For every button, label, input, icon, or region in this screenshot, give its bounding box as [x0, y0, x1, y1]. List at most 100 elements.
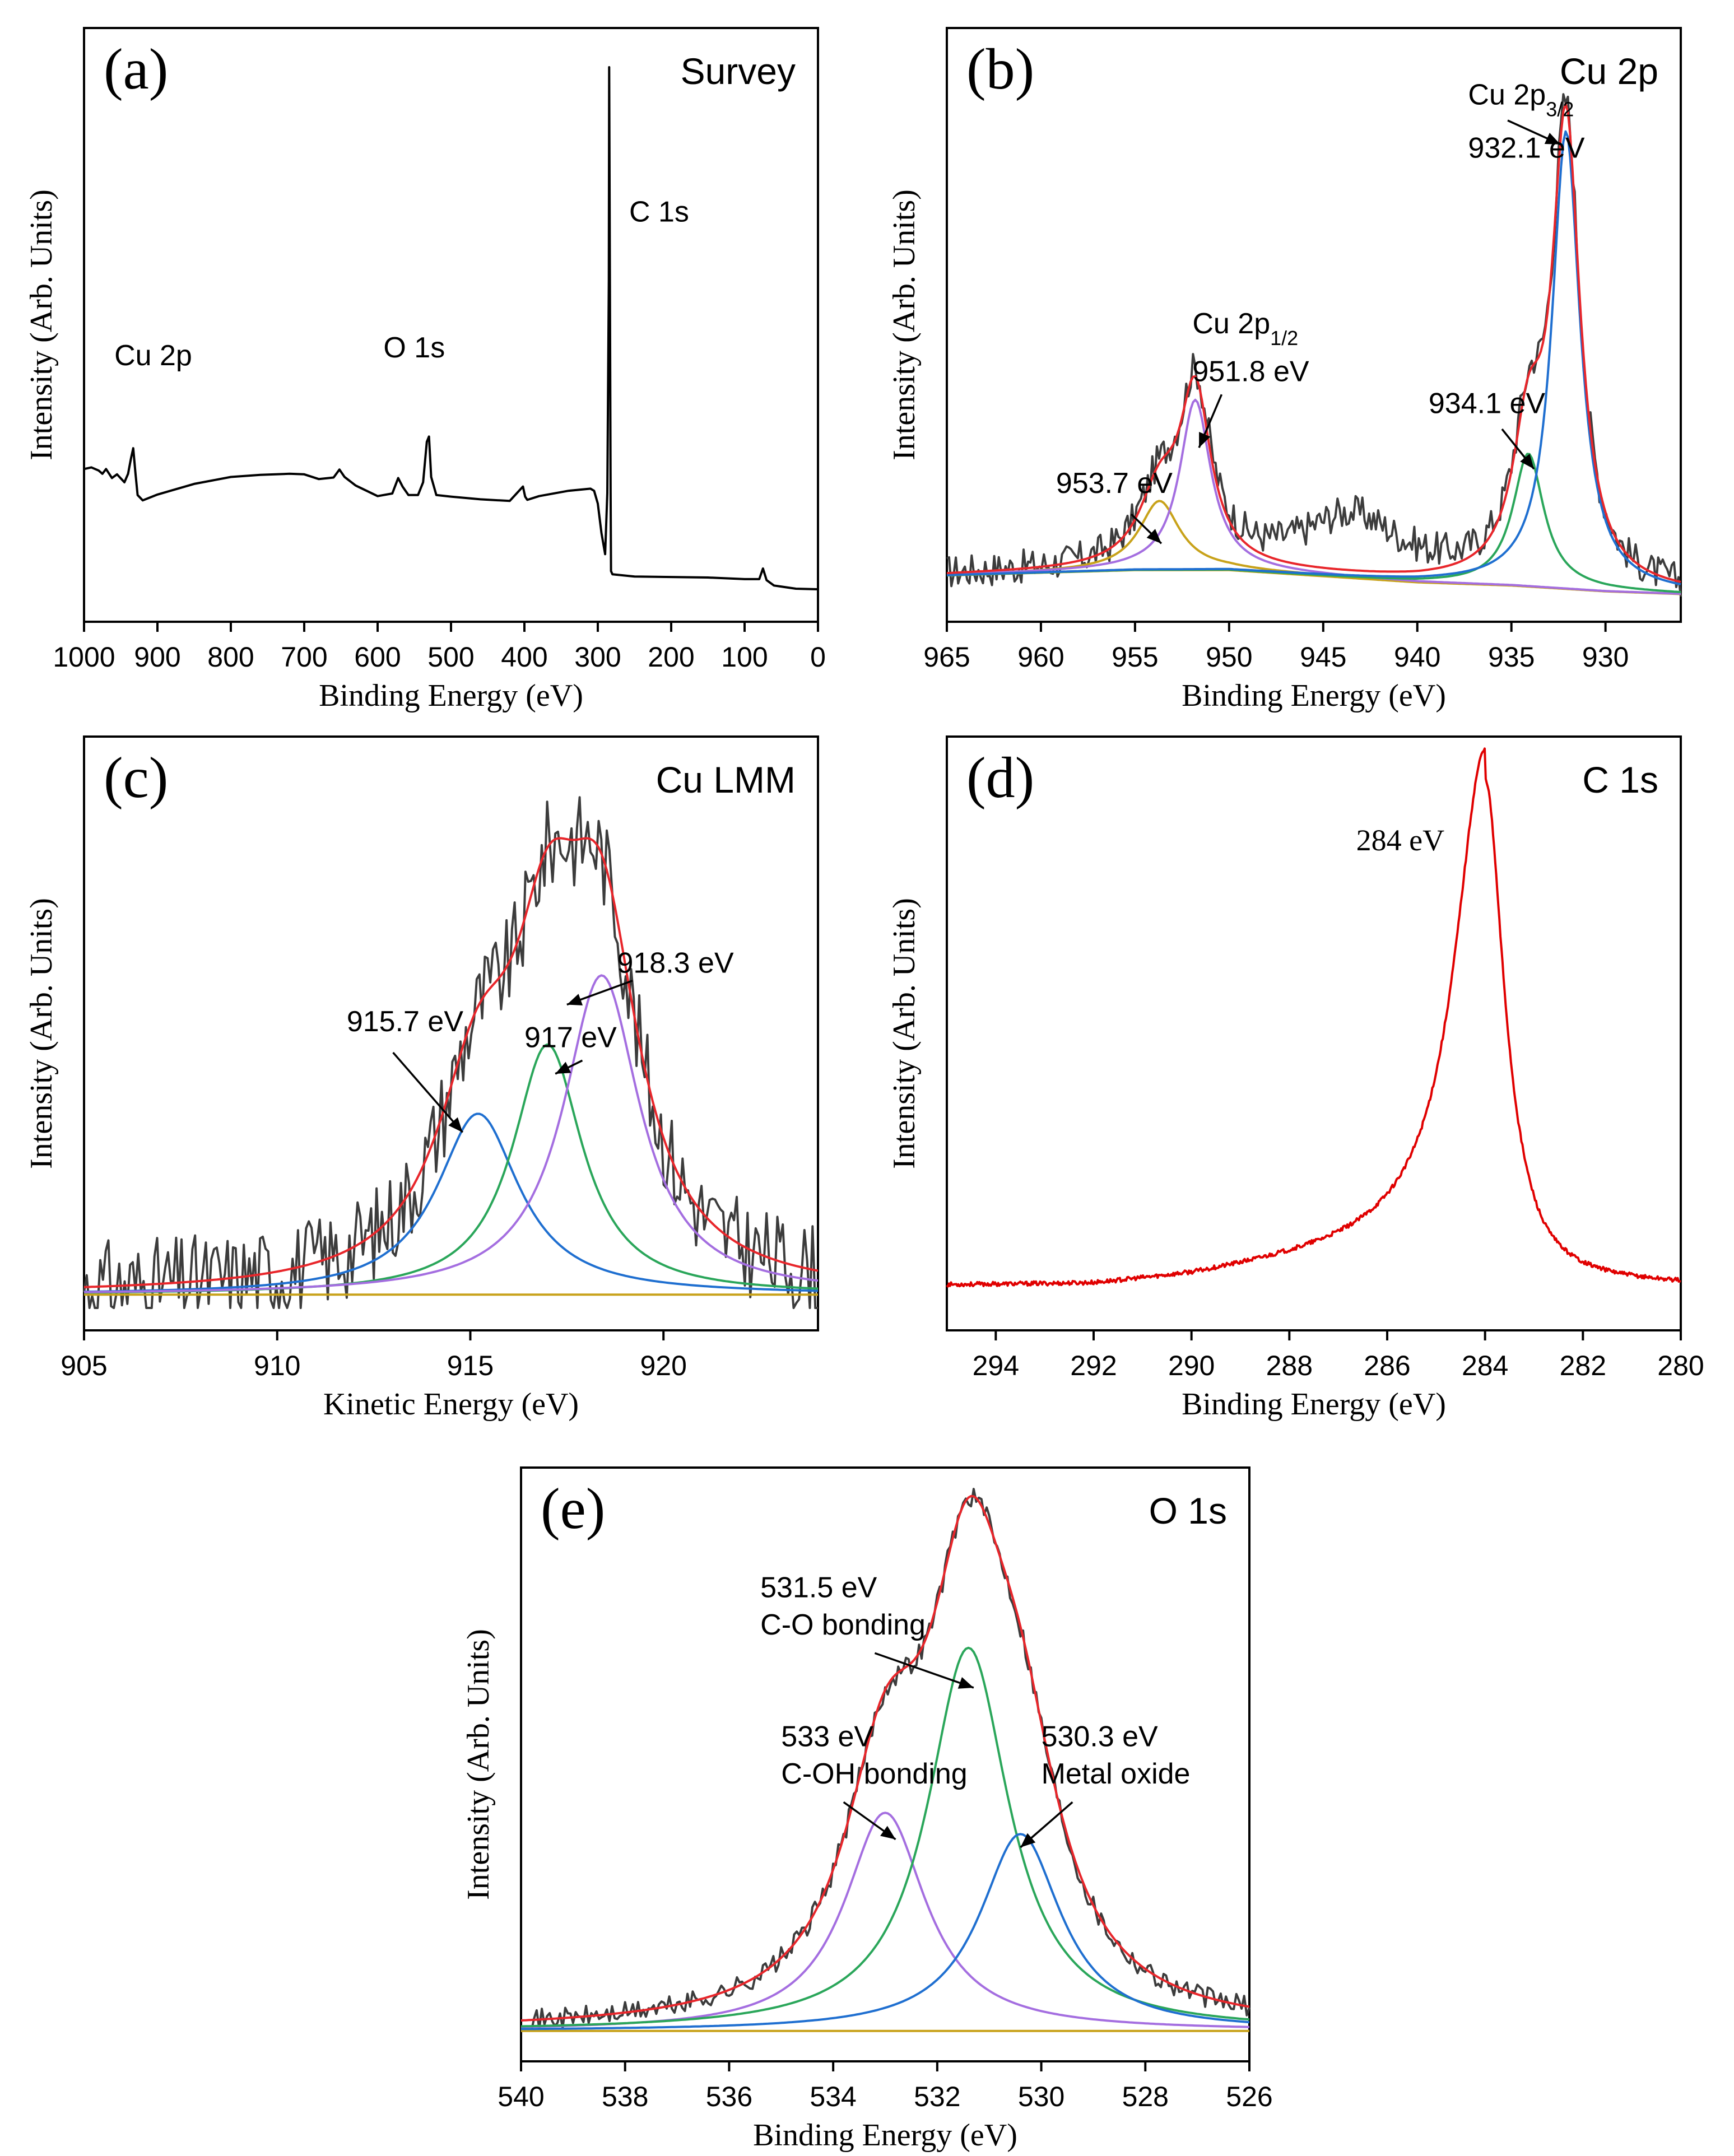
annotation-label: 915.7 eV	[347, 1005, 463, 1038]
panel-e: 540 538 536 534 532 530 528 526 Binding Energy (…	[461, 1466, 1273, 2153]
x-tick-label: 910	[254, 1350, 300, 1381]
panel-label: (b)	[966, 37, 1034, 101]
arrow-head	[1146, 529, 1161, 544]
panel-a: 1000 900 800 700 600 500 400 300 200 100 0Binding …	[24, 27, 826, 713]
x-tick-label: 915	[447, 1350, 494, 1381]
x-tick-label: 280	[1657, 1350, 1704, 1381]
annotation-label: Cu 2p1/2	[1192, 308, 1298, 350]
x-axis-label: Binding Energy (eV)	[1182, 1387, 1446, 1422]
panel-title: O 1s	[1149, 1490, 1227, 1531]
x-tick-label: 500	[427, 641, 474, 673]
annotation-label: 533 eV	[781, 1721, 873, 1753]
component-peak-line	[520, 1812, 1250, 2028]
x-tick-label: 532	[914, 2081, 960, 2112]
x-tick-label: 700	[281, 641, 327, 673]
arrow-head	[1020, 1833, 1036, 1847]
panel-b: 965 960 955 950 945 940 935 930 Binding Energy (…	[887, 27, 1682, 713]
plot-frame	[83, 735, 819, 1331]
annotation-label: Cu 2p	[114, 339, 192, 372]
arrow-head	[1544, 132, 1561, 145]
survey-line	[83, 66, 819, 590]
x-tick-label: 530	[1018, 2081, 1064, 2112]
annotation-label: C 1s	[629, 196, 689, 229]
annotation-arrow	[874, 1652, 974, 1689]
annotation-label: 918.3 eV	[617, 947, 733, 980]
fit-envelope-line	[83, 837, 819, 1288]
annotation-label: Metal oxide	[1042, 1758, 1191, 1790]
x-tick-label: 540	[498, 2081, 544, 2112]
panel-d: 294 292 290 288 286 284 282 280 Binding Energy (…	[887, 735, 1704, 1422]
arrow-head	[1520, 454, 1534, 469]
panel-title: Survey	[681, 50, 796, 92]
arrow-head	[555, 1061, 571, 1074]
component-peak-line	[946, 130, 1681, 586]
x-tick-label: 536	[706, 2081, 752, 2112]
raw-data-line	[83, 796, 818, 1309]
x-tick-label: 200	[648, 641, 694, 673]
x-tick-label: 292	[1070, 1350, 1117, 1381]
x-tick-label: 300	[574, 641, 621, 673]
x-tick-label: 800	[207, 641, 254, 673]
arrow-head	[566, 994, 583, 1005]
x-tick-label: 538	[602, 2081, 648, 2112]
annotation-label: 917 eV	[524, 1022, 617, 1054]
component-peak-line	[946, 398, 1681, 595]
x-axis-label: Binding Energy (eV)	[319, 678, 583, 713]
x-tick-label: 1000	[53, 641, 115, 673]
plot-frame	[520, 1466, 1250, 2062]
x-tick-label: 900	[134, 641, 180, 673]
x-tick-label: 100	[721, 641, 768, 673]
annotation-label: 932.1 eV	[1468, 132, 1584, 165]
panel-title: C 1s	[1582, 759, 1658, 800]
arrow-head	[448, 1117, 463, 1133]
panel-title: Cu LMM	[656, 759, 796, 800]
annotation-label: 530.3 eV	[1042, 1721, 1158, 1753]
y-axis-label: Intensity (Arb. Units)	[24, 189, 59, 460]
component-peak-line	[946, 500, 1681, 595]
x-tick-label: 920	[640, 1350, 686, 1381]
x-tick-label: 960	[1017, 641, 1064, 673]
x-tick-label: 290	[1168, 1350, 1215, 1381]
x-axis-label: Kinetic Energy (eV)	[323, 1387, 579, 1422]
annotation-label: O 1s	[383, 332, 445, 364]
x-axis-label: Binding Energy (eV)	[1182, 678, 1446, 713]
plot-frame	[946, 735, 1682, 1331]
x-tick-label: 0	[810, 641, 826, 673]
panel-label: (a)	[104, 37, 168, 101]
annotation-label: 951.8 eV	[1192, 356, 1309, 388]
x-tick-label: 935	[1488, 641, 1535, 673]
x-tick-label: 965	[923, 641, 970, 673]
x-tick-label: 930	[1582, 641, 1629, 673]
panel-label: (e)	[541, 1477, 605, 1541]
component-peak-line	[83, 1112, 819, 1293]
plot-frame	[83, 27, 819, 623]
panel-label: (c)	[104, 746, 168, 810]
annotation-label: 284 eV	[1356, 823, 1444, 857]
annotation-label: C-OH bonding	[781, 1758, 967, 1790]
annotation-label: 934.1 eV	[1429, 388, 1545, 420]
annotation-label: Cu 2p3/2	[1468, 79, 1574, 121]
y-axis-label: Intensity (Arb. Units)	[24, 898, 59, 1169]
annotation-label: C-O bonding	[760, 1609, 926, 1641]
x-tick-label: 282	[1560, 1350, 1606, 1381]
x-axis-label: Binding Energy (eV)	[753, 2118, 1017, 2153]
x-tick-label: 288	[1266, 1350, 1313, 1381]
arrow-head	[957, 1677, 974, 1689]
y-axis-label: Intensity (Arb. Units)	[887, 189, 922, 460]
fit-envelope-line	[946, 103, 1681, 583]
plot-frame	[946, 27, 1682, 623]
x-tick-label: 600	[354, 641, 401, 673]
annotation-arrow	[392, 1051, 464, 1133]
panel-c: 905 910 915 920 Kinetic Energy (eV) Intensity…	[24, 735, 819, 1422]
x-tick-label: 284	[1462, 1350, 1508, 1381]
annotation-label: 953.7 eV	[1056, 467, 1173, 500]
arrow-head	[1199, 432, 1211, 448]
x-tick-label: 955	[1112, 641, 1158, 673]
c1s-line	[946, 747, 1681, 1288]
annotation-label: 531.5 eV	[760, 1572, 877, 1604]
x-tick-label: 294	[973, 1350, 1019, 1381]
panel-title: Cu 2p	[1560, 50, 1658, 92]
panel-label: (d)	[966, 746, 1034, 810]
x-tick-label: 905	[61, 1350, 107, 1381]
